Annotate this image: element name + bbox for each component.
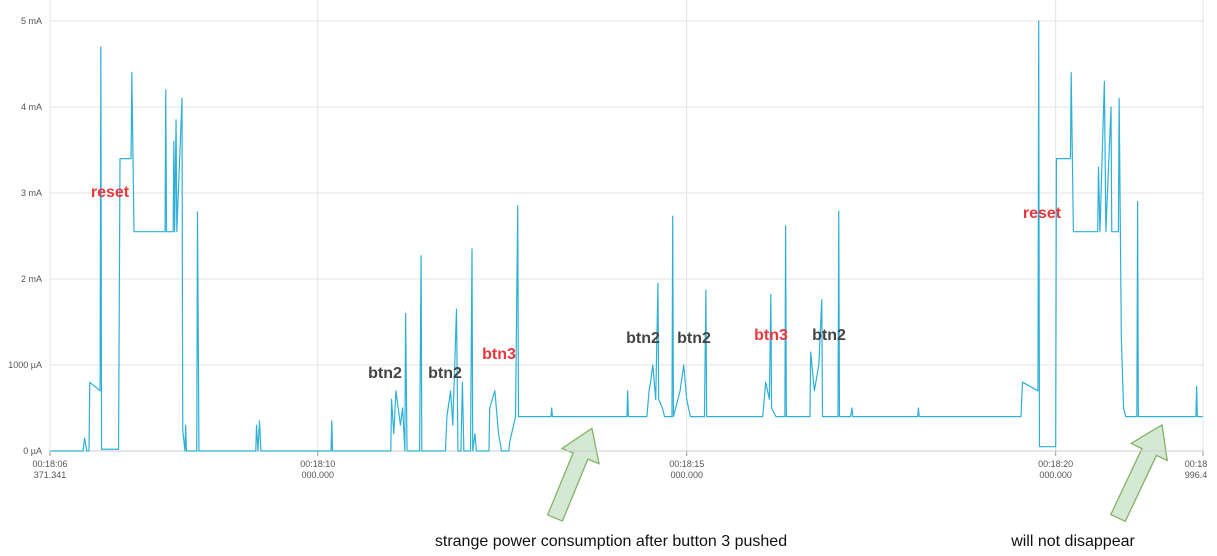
caption: strange power consumption after button 3…: [435, 533, 787, 550]
annotation: btn2: [626, 330, 660, 347]
y-tick-label: 4 mA: [21, 102, 42, 112]
annotation: reset: [91, 184, 130, 201]
x-tick-label: 00:18:10 000.000: [300, 459, 335, 480]
annotation: btn3: [754, 327, 788, 344]
x-tick-label: 00:18:15 000.000: [669, 459, 704, 480]
y-tick-label: 5 mA: [21, 16, 42, 26]
annotation: btn2: [677, 330, 711, 347]
y-tick-label: 2 mA: [21, 274, 42, 284]
caption: will not disappear: [1010, 533, 1135, 550]
arrows: [546, 423, 1169, 523]
annotation: btn2: [428, 365, 462, 382]
annotation: reset: [1023, 205, 1062, 222]
annotation: btn2: [812, 327, 846, 344]
x-tick-label: 00:18:06 371.341: [32, 459, 67, 480]
y-tick-label: 0 µA: [23, 446, 42, 456]
current-trace: [50, 20, 1203, 452]
arrow: [546, 427, 600, 522]
y-tick-label: 3 mA: [21, 188, 42, 198]
x-tick-label: 00:18:20 000.000: [1038, 459, 1073, 480]
annotation: btn2: [368, 365, 402, 382]
y-tick-label: 1000 µA: [8, 360, 42, 370]
annotation: btn3: [482, 346, 516, 363]
arrow: [1109, 423, 1169, 523]
x-tick-label: 00:18 996.4: [1185, 459, 1208, 480]
